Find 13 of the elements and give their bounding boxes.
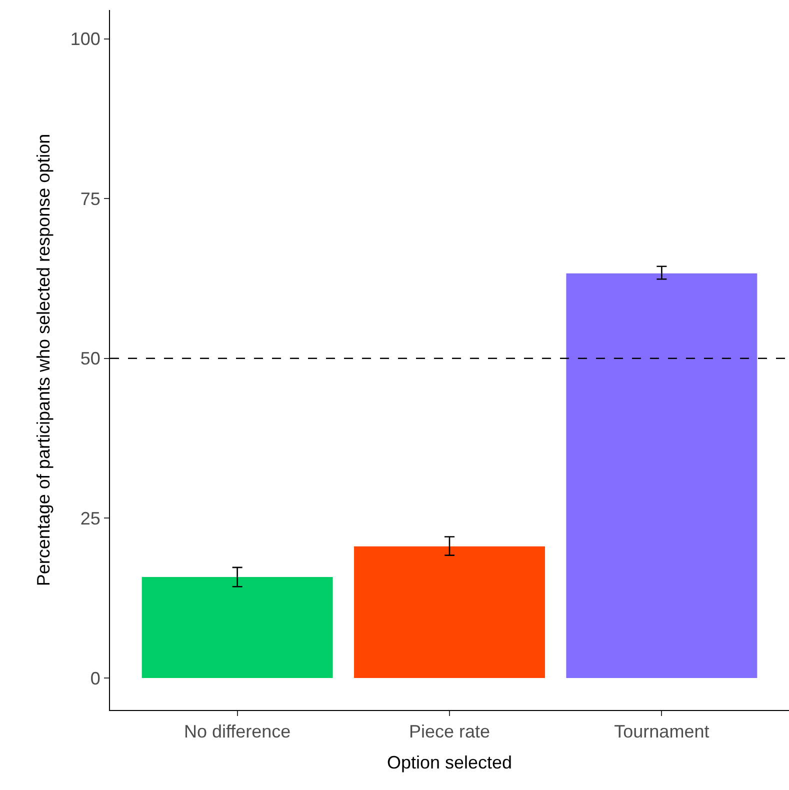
y-tick-label: 100	[70, 29, 100, 50]
y-tick-label: 0	[90, 668, 100, 688]
x-tick-label: Tournament	[614, 722, 710, 742]
y-tick-label: 25	[80, 508, 100, 529]
y-tick-label: 50	[80, 348, 100, 369]
x-axis-title: Option selected	[386, 752, 512, 773]
bar	[142, 577, 333, 678]
y-tick-label: 75	[80, 188, 100, 209]
bar	[566, 273, 758, 678]
x-tick-label: Piece rate	[408, 722, 490, 742]
x-tick-label: No difference	[184, 722, 291, 742]
bar	[354, 546, 545, 678]
y-axis-title: Percentage of participants who selected response option	[34, 134, 54, 586]
